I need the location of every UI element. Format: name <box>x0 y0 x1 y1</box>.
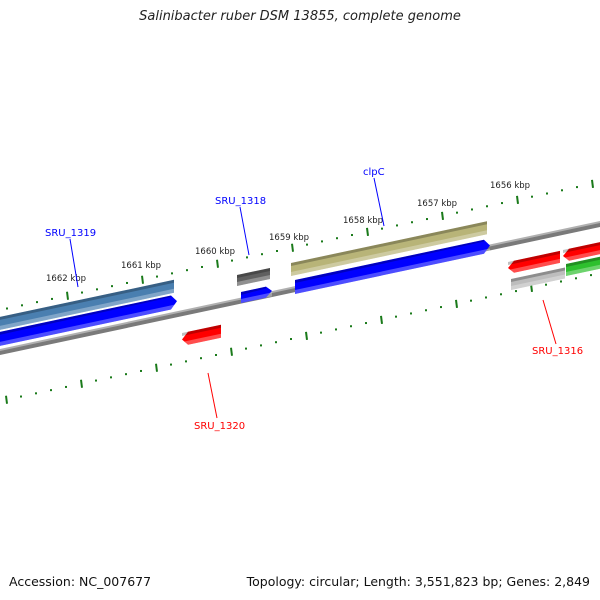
leader-line-sru-1319 <box>69 238 79 288</box>
inner-scale-major-tick <box>455 299 458 308</box>
scale-label-1657: 1657 kbp <box>417 199 457 209</box>
cds-sru-1319-shade <box>0 295 171 335</box>
gene-sru-1316-highlight <box>511 274 565 290</box>
inner-scale-major-tick <box>380 315 383 324</box>
cds-sru-1316[interactable] <box>508 250 560 274</box>
scale-label-1659: 1659 kbp <box>269 233 309 243</box>
gene-sru-1319-shade <box>0 279 174 320</box>
leader-line-clpc <box>373 177 385 227</box>
scale-label-1658: 1658 kbp <box>343 216 383 226</box>
cds-sru-1320[interactable] <box>182 324 221 346</box>
gene-label-sru-1319[interactable]: SRU_1319 <box>45 228 96 239</box>
cds-clpc-shape[interactable] <box>295 239 490 294</box>
cds-sru-1319[interactable] <box>0 295 177 348</box>
cds-next-reverse-shape[interactable] <box>563 240 600 261</box>
gene-sru-1318-shape[interactable] <box>237 267 270 286</box>
cds-next-reverse-highlight <box>563 250 600 262</box>
scale-ticks <box>5 179 594 404</box>
leader-line-sru-1316 <box>542 299 557 345</box>
outer-scale-major-tick <box>591 179 594 189</box>
gene-sru-1316[interactable] <box>511 267 565 290</box>
cds-sru-1318-highlight <box>241 292 272 303</box>
inner-scale-major-tick <box>305 331 308 340</box>
cds-clpc-highlight <box>295 248 490 294</box>
gene-next-green-highlight <box>566 264 600 276</box>
outer-scale-major-tick <box>66 291 69 300</box>
cds-next-reverse-shade <box>563 242 600 253</box>
gene-sru-1318-shade <box>237 267 270 278</box>
gene-label-clpc[interactable]: clpC <box>363 167 385 178</box>
gene-sru-1319[interactable] <box>0 279 174 332</box>
gene-sru-1316-shape[interactable] <box>511 267 565 290</box>
cds-sru-1318[interactable] <box>241 286 272 303</box>
cds-next-reverse[interactable] <box>563 240 600 262</box>
outer-scale-major-tick <box>141 275 144 284</box>
gene-label-sru-1318[interactable]: SRU_1318 <box>215 196 266 207</box>
cds-sru-1316-highlight <box>508 258 560 274</box>
gene-label-sru-1316[interactable]: SRU_1316 <box>532 346 583 357</box>
gene-sru-1316-shade <box>511 267 565 282</box>
gene-sru-1319-shape[interactable] <box>0 279 174 332</box>
scale-label-1660: 1660 kbp <box>195 247 235 257</box>
inner-scale-major-tick <box>230 347 233 356</box>
genome-summary-text: Topology: circular; Length: 3,551,823 bp… <box>246 574 590 589</box>
gene-clpc-shape[interactable] <box>291 221 487 276</box>
scale-label-1661: 1661 kbp <box>121 261 161 271</box>
leader-line-sru-1318 <box>239 206 250 256</box>
outer-scale-major-tick <box>216 259 219 268</box>
outer-scale-major-tick <box>291 243 294 252</box>
outer-scale-major-tick <box>366 227 369 236</box>
cds-sru-1318-shape[interactable] <box>241 286 272 303</box>
outer-scale-major-tick <box>516 195 519 205</box>
leader-line-sru-1320 <box>207 372 218 419</box>
outer-scale-major-tick <box>441 211 444 220</box>
cds-clpc[interactable] <box>295 239 490 294</box>
gene-label-sru-1320[interactable]: SRU_1320 <box>194 421 245 432</box>
cds-sru-1316-shape[interactable] <box>508 250 560 273</box>
cds-sru-1320-highlight <box>182 333 221 346</box>
gene-next-green-shape[interactable] <box>566 255 600 276</box>
accession-text: Accession: NC_007677 <box>9 574 152 589</box>
cds-clpc-shade <box>295 239 484 283</box>
inner-scale-major-tick <box>5 395 8 404</box>
inner-scale-major-tick <box>155 363 158 372</box>
gene-clpc-highlight <box>291 230 487 276</box>
gene-sru-1318-highlight <box>237 274 270 286</box>
cds-sru-1320-shape[interactable] <box>182 324 221 345</box>
cds-sru-1318-shade <box>241 286 266 295</box>
gene-clpc-shade <box>291 221 487 266</box>
cds-sru-1319-highlight <box>0 304 177 346</box>
map-title: Salinibacter ruber DSM 13855, complete g… <box>139 9 461 24</box>
cds-sru-1319-shape[interactable] <box>0 295 177 348</box>
gene-sru-1318[interactable] <box>237 267 270 286</box>
gene-sru-1319-highlight <box>0 288 174 330</box>
gene-clpc[interactable] <box>291 221 487 276</box>
scale-label-1656: 1656 kbp <box>490 181 530 191</box>
cds-sru-1316-shade <box>508 250 560 265</box>
gene-next-green-shade <box>566 256 600 267</box>
scale-label-1662: 1662 kbp <box>46 274 86 284</box>
cds-sru-1320-shade <box>182 324 221 336</box>
inner-scale-major-tick <box>80 379 83 388</box>
gene-next-green[interactable] <box>566 255 600 276</box>
